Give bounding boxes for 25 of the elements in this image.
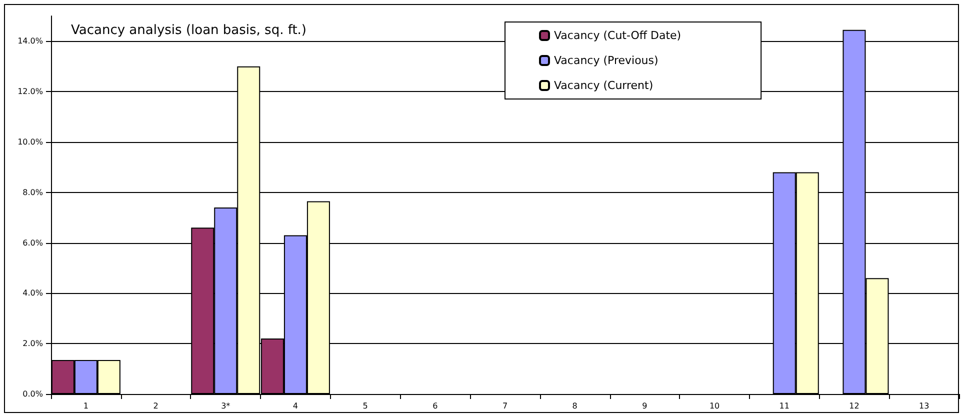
x-tick-label: 2	[153, 402, 158, 410]
x-tick-label: 9	[642, 402, 648, 410]
x-tick-label: 12	[849, 402, 860, 410]
y-tick-label: 10.0%	[18, 138, 44, 146]
text: Vacancy analysis (loan basis, sq. ft.)	[71, 23, 306, 38]
y-tick-label: 14.0%	[18, 36, 44, 46]
x-tick-label: 7	[502, 402, 508, 410]
y-tick-label: 6.0%	[22, 238, 44, 248]
legend-label: Vacancy (Previous)	[554, 54, 658, 67]
x-tick-label: 4	[292, 402, 298, 410]
x-tick-label: 13	[918, 402, 930, 410]
y-tick-label: 4.0%	[22, 288, 44, 298]
x-tick-label: 11	[779, 402, 790, 410]
x-tick-label: 3*	[221, 402, 230, 410]
legend-label: Vacancy (Cut-Off Date)	[554, 29, 682, 42]
x-tick-label: 5	[362, 402, 368, 410]
y-tick-label: 2.0%	[22, 339, 44, 348]
y-tick-label: 12.0%	[18, 87, 44, 96]
legend-label: Vacancy (Current)	[554, 79, 654, 92]
x-tick-label: 10	[709, 402, 720, 410]
x-tick-label: 6	[432, 402, 438, 410]
y-tick-label: 8.0%	[22, 188, 44, 197]
x-tick-label: 1	[83, 402, 88, 410]
x-tick-label: 8	[572, 402, 578, 410]
y-tick-label: 0.0%	[22, 390, 44, 398]
